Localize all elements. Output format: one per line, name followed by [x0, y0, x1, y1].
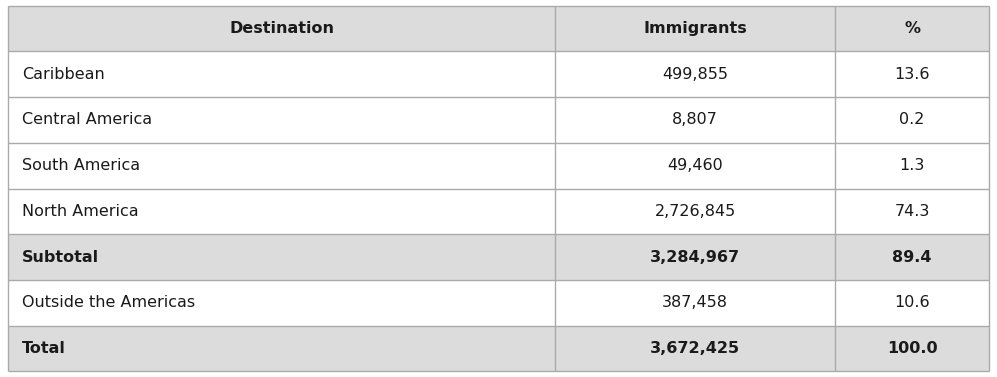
Bar [8, 280, 555, 326]
Text: 13.6: 13.6 [894, 67, 930, 82]
Text: North America: North America [22, 204, 139, 219]
Bar [835, 326, 989, 371]
Text: 0.2: 0.2 [899, 112, 924, 127]
Bar [835, 234, 989, 280]
Bar [555, 143, 835, 188]
Text: 2,726,845: 2,726,845 [655, 204, 736, 219]
Bar [555, 51, 835, 97]
Text: 3,284,967: 3,284,967 [650, 250, 740, 265]
Text: 74.3: 74.3 [894, 204, 929, 219]
Bar [8, 234, 555, 280]
Bar [555, 234, 835, 280]
Bar [555, 326, 835, 371]
Text: 10.6: 10.6 [894, 295, 930, 310]
Bar [555, 97, 835, 143]
Text: 1.3: 1.3 [899, 158, 924, 173]
Bar [8, 51, 555, 97]
Text: Caribbean: Caribbean [22, 67, 105, 82]
Bar [8, 143, 555, 188]
Bar [835, 97, 989, 143]
Bar [835, 280, 989, 326]
Bar [835, 6, 989, 51]
Text: 499,855: 499,855 [662, 67, 728, 82]
Text: 100.0: 100.0 [886, 341, 937, 356]
Bar [8, 6, 555, 51]
Bar [8, 326, 555, 371]
Text: Destination: Destination [229, 21, 334, 36]
Text: Immigrants: Immigrants [643, 21, 747, 36]
Text: Subtotal: Subtotal [22, 250, 99, 265]
Text: 8,807: 8,807 [672, 112, 718, 127]
Bar [835, 188, 989, 234]
Text: 3,672,425: 3,672,425 [650, 341, 740, 356]
Text: Outside the Americas: Outside the Americas [22, 295, 195, 310]
Text: Total: Total [22, 341, 66, 356]
Text: 89.4: 89.4 [892, 250, 932, 265]
Bar [835, 143, 989, 188]
Text: %: % [904, 21, 920, 36]
Text: 49,460: 49,460 [667, 158, 723, 173]
Bar [555, 6, 835, 51]
Text: Central America: Central America [22, 112, 153, 127]
Text: South America: South America [22, 158, 140, 173]
Text: 387,458: 387,458 [662, 295, 728, 310]
Bar [555, 188, 835, 234]
Bar [8, 188, 555, 234]
Bar [8, 97, 555, 143]
Bar [835, 51, 989, 97]
Bar [555, 280, 835, 326]
